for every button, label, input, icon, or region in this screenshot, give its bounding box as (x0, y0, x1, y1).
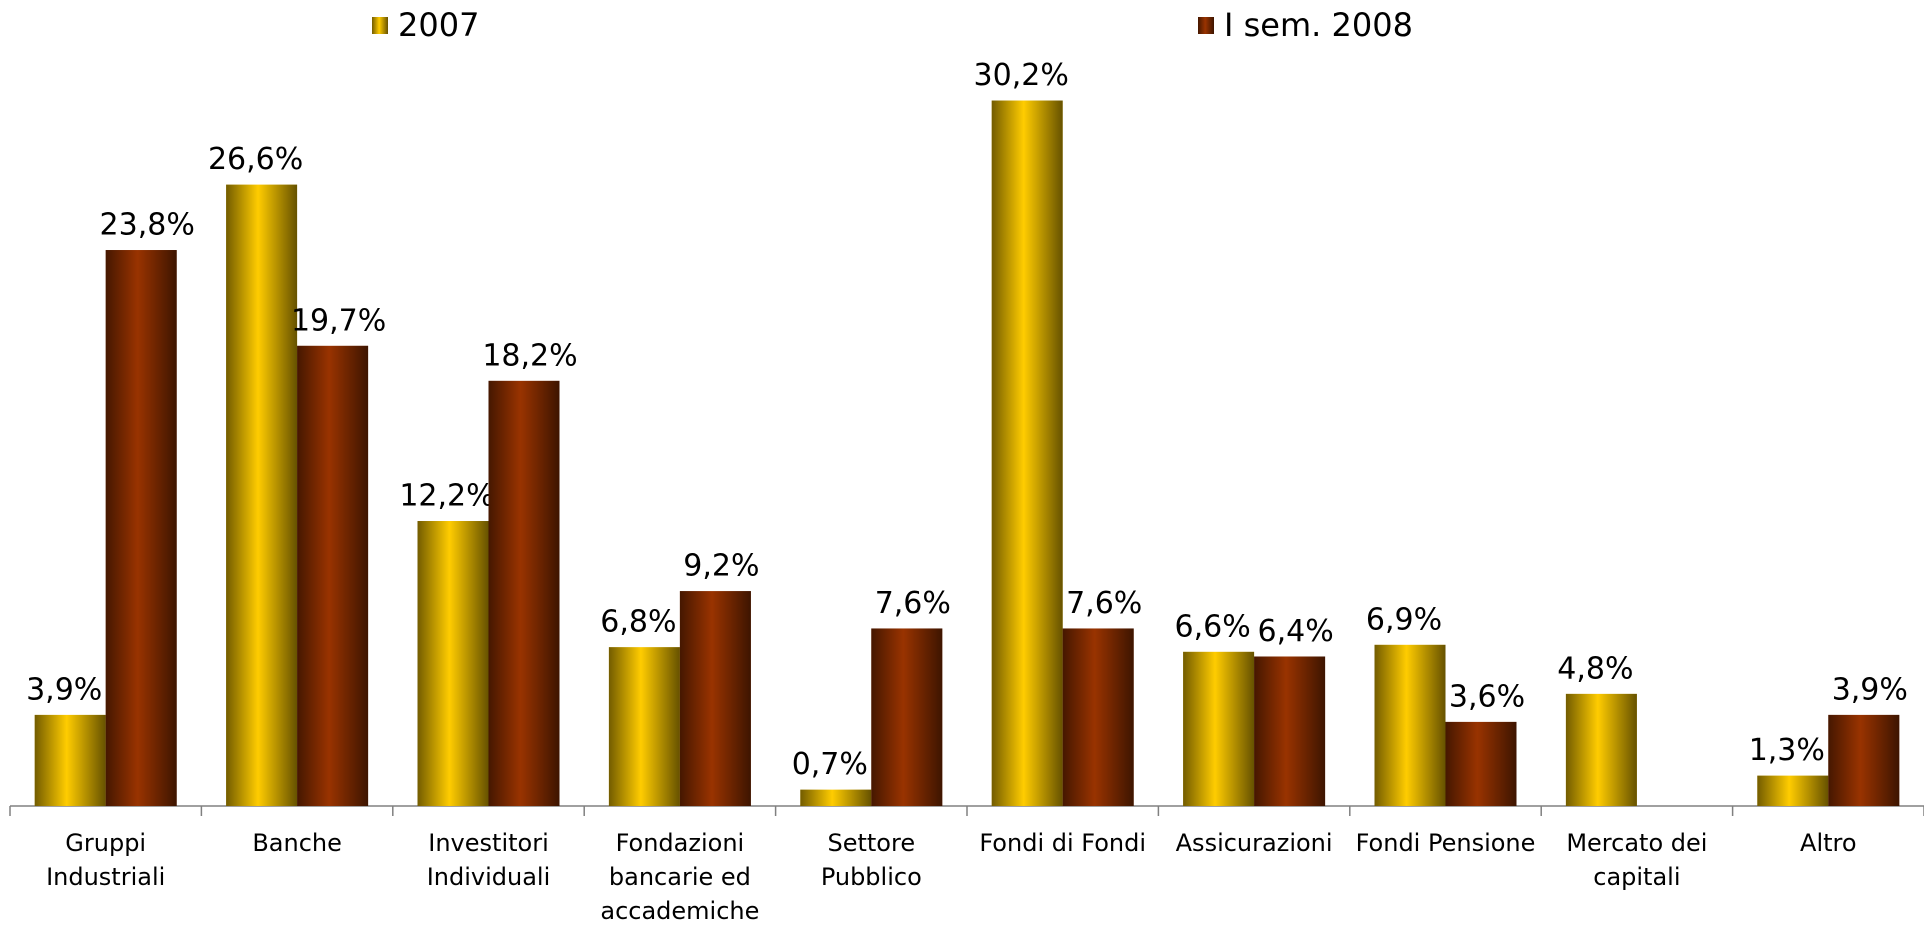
bar-shade (1828, 714, 1900, 806)
x-tick-label: Fondazioni bancarie ed accademiche (600, 829, 760, 925)
bar-shade (1062, 628, 1134, 806)
data-label: 3,6% (1449, 679, 1525, 714)
data-label: 26,6% (208, 142, 303, 177)
data-label: 6,4% (1257, 614, 1333, 649)
data-label: 3,9% (26, 672, 102, 707)
data-label: 0,7% (792, 747, 868, 782)
data-label: 7,6% (1066, 586, 1142, 621)
bar-shade (1183, 651, 1255, 806)
x-tick-label: Mercato dei capitali (1566, 829, 1708, 891)
legend-swatch-shade (1198, 17, 1214, 34)
x-tick-label: Fondi Pensione (1355, 829, 1536, 857)
legend-label: I sem. 2008 (1224, 6, 1413, 44)
data-label: 23,8% (100, 208, 195, 243)
bar-shade (679, 591, 751, 806)
bar-shade (800, 789, 872, 806)
bar-shade (871, 628, 943, 806)
bar-shade (417, 521, 489, 806)
data-label: 6,6% (1174, 609, 1250, 644)
bar-shade (1565, 693, 1637, 806)
bar-shade (1374, 644, 1446, 806)
data-label: 19,7% (291, 303, 386, 338)
x-tick-label: Settore Pubblico (820, 829, 922, 891)
x-tick-label: Assicurazioni (1175, 829, 1333, 857)
data-label: 3,9% (1832, 672, 1908, 707)
x-tick-label: Investitori Individuali (426, 829, 551, 891)
bar-shade (105, 250, 177, 807)
data-label: 6,8% (600, 605, 676, 640)
bar-shade (991, 100, 1063, 806)
bar-shade (1254, 656, 1326, 806)
data-label: 30,2% (974, 58, 1069, 93)
bar-shade (608, 647, 680, 806)
data-label: 6,9% (1366, 602, 1442, 637)
bar-shade (297, 345, 369, 806)
legend-label: 2007 (398, 6, 479, 44)
x-tick-label: Fondi di Fondi (979, 829, 1147, 857)
data-label: 4,8% (1557, 651, 1633, 686)
data-label: 1,3% (1749, 733, 1825, 768)
data-label: 9,2% (683, 549, 759, 584)
bar-shade (226, 184, 298, 806)
bar-shade (488, 380, 560, 806)
bar-shade (1757, 775, 1829, 806)
data-label: 7,6% (875, 586, 951, 621)
x-tick-label: Gruppi Industriali (46, 829, 166, 891)
bar-shade (1445, 721, 1517, 806)
bar-shade (34, 714, 106, 806)
data-label: 12,2% (399, 479, 494, 514)
data-label: 18,2% (482, 338, 577, 373)
legend-swatch-shade (372, 17, 388, 34)
x-tick-label: Altro (1800, 829, 1857, 857)
x-tick-label: Banche (252, 829, 342, 857)
